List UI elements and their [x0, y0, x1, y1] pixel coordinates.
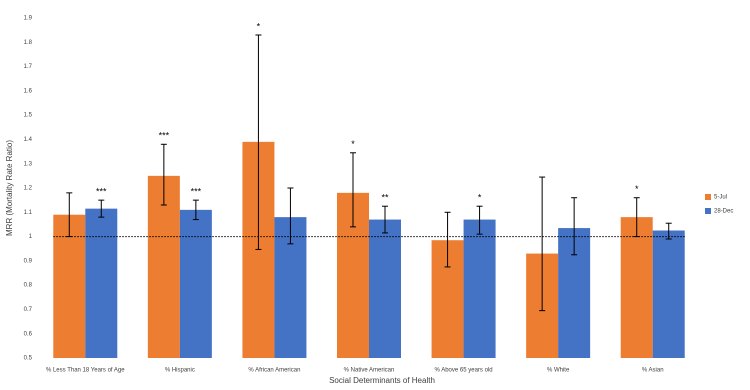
x-tick-label: % White [547, 368, 570, 374]
significance: * [635, 184, 639, 194]
y-tick-label: 1.5 [24, 113, 33, 119]
x-tick-label: % African American [248, 368, 300, 374]
y-tick-label: 0.5 [24, 356, 33, 362]
bar [369, 219, 401, 358]
bar [463, 219, 496, 358]
bar [147, 175, 180, 358]
y-tick-label: 1.4 [24, 137, 33, 143]
y-tick-label: 0.6 [24, 331, 33, 337]
x-tick-label: % Hispanic [165, 368, 195, 374]
y-tick-label: 0.9 [24, 258, 33, 264]
bar [652, 230, 685, 358]
y-tick-label: 1.3 [24, 161, 33, 167]
x-tick-label: % Native American [344, 368, 395, 374]
legend-swatch [705, 194, 711, 200]
y-tick-label: 1.9 [24, 16, 33, 22]
bar [179, 209, 212, 358]
y-tick-label: 1 [29, 234, 33, 240]
y-tick-label: 1.7 [24, 64, 33, 70]
x-axis-title: Social Determinants of Health [329, 376, 435, 385]
legend-label: 5-Jul [714, 195, 727, 201]
significance: *** [159, 131, 170, 141]
significance: *** [191, 187, 202, 197]
legend-label: 28-Dec [714, 209, 733, 215]
legend-swatch [705, 208, 711, 214]
y-tick-label: 1.6 [24, 88, 33, 94]
y-tick-label: 1.8 [24, 40, 33, 46]
significance: ** [381, 193, 389, 203]
significance: * [478, 193, 482, 203]
significance: * [351, 139, 355, 149]
y-tick-label: 0.8 [24, 283, 33, 289]
y-tick-label: 1.1 [24, 210, 33, 216]
x-tick-label: % Asian [642, 368, 664, 374]
bar [620, 217, 653, 358]
x-tick-label: % Less Than 18 Years of Age [46, 368, 125, 374]
x-tick-label: % Above 65 years old [435, 368, 493, 374]
bar [85, 208, 118, 358]
significance: * [257, 21, 261, 31]
y-tick-label: 1.2 [24, 186, 33, 192]
significance: *** [96, 187, 107, 197]
y-axis-title: MRR (Mortality Rate Ratio) [5, 140, 14, 236]
y-tick-label: 0.7 [24, 307, 33, 313]
bar [53, 214, 86, 358]
